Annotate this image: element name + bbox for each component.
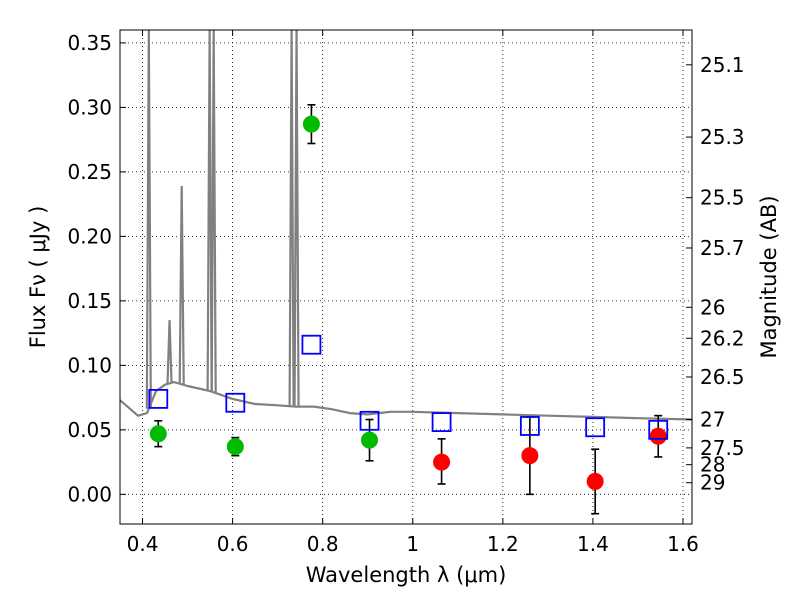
y-tick-label: 0.05 <box>67 418 112 442</box>
x-tick-label: 1 <box>406 532 419 556</box>
y2-tick-label: 25.1 <box>700 53 745 77</box>
model-flux-square <box>648 419 669 440</box>
y2-tick-label: 29 <box>700 471 725 495</box>
red-data-point <box>649 427 667 445</box>
tick-labels: 0.4 0.6 0.8 1 1.2 1.4 1.6 0.00 0.05 0.10 0.15 0.20 0… <box>67 31 744 556</box>
y2-tick-label: 28 <box>700 453 725 477</box>
x-tick-label: 1.6 <box>667 532 699 556</box>
model-flux-square <box>225 392 246 413</box>
y2-tick-label: 25.7 <box>700 236 745 260</box>
emission-line <box>178 186 185 385</box>
emission-line <box>293 30 300 407</box>
x-tick-label: 1.4 <box>577 532 609 556</box>
red-data-point <box>586 472 604 490</box>
x-axis-label: Wavelength λ (μm) <box>306 563 507 587</box>
y2-tick-label: 25.3 <box>700 125 745 149</box>
green-data-point <box>149 425 167 443</box>
axis-ticks <box>120 30 692 524</box>
y-tick-label: 0.00 <box>67 482 112 506</box>
y2-tick-label: 26 <box>700 295 725 319</box>
emission-line <box>210 30 217 393</box>
y-tick-label: 0.35 <box>67 31 112 55</box>
model-flux-square <box>585 417 606 438</box>
x-tick-label: 0.6 <box>217 532 249 556</box>
photometry-points <box>148 104 669 515</box>
y2-tick-label: 27 <box>700 408 725 432</box>
model-flux-square <box>431 412 452 433</box>
emission-line <box>145 30 152 409</box>
model-flux-square <box>148 388 169 409</box>
y-tick-label: 0.20 <box>67 224 112 248</box>
y2-tick-label: 27.5 <box>700 436 745 460</box>
green-data-point <box>226 438 244 456</box>
y-tick-label: 0.15 <box>67 289 112 313</box>
red-data-point <box>521 447 539 465</box>
model-flux-square <box>359 410 380 431</box>
emission-line <box>206 30 213 392</box>
y-tick-label: 0.25 <box>67 160 112 184</box>
y-axis-label: Flux Fν ( μJy ) <box>26 206 50 349</box>
grid <box>120 30 692 524</box>
model-continuum <box>120 381 692 421</box>
y2-tick-label: 26.2 <box>700 326 745 350</box>
model-flux-square <box>301 334 322 355</box>
green-data-point <box>361 431 379 449</box>
emission-line <box>288 30 295 407</box>
plot-frame <box>119 29 693 525</box>
emission-line <box>166 320 173 384</box>
model-spectrum <box>120 30 692 421</box>
model-flux-square <box>519 416 540 436</box>
y2-tick-label: 26.5 <box>700 365 745 389</box>
x-tick-label: 0.8 <box>307 532 339 556</box>
x-tick-label: 1.2 <box>487 532 519 556</box>
y2-tick-label: 25.5 <box>700 186 745 210</box>
red-data-point <box>433 453 451 471</box>
y-tick-label: 0.10 <box>67 353 112 377</box>
green-data-point <box>302 115 320 133</box>
y-tick-label: 0.30 <box>67 95 112 119</box>
y2-axis-label: Magnitude (AB) <box>757 195 781 358</box>
x-tick-label: 0.4 <box>127 532 159 556</box>
